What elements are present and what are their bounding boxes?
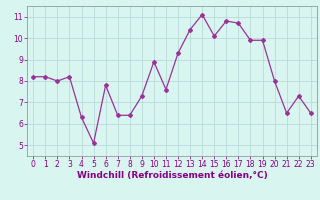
X-axis label: Windchill (Refroidissement éolien,°C): Windchill (Refroidissement éolien,°C) <box>76 171 268 180</box>
